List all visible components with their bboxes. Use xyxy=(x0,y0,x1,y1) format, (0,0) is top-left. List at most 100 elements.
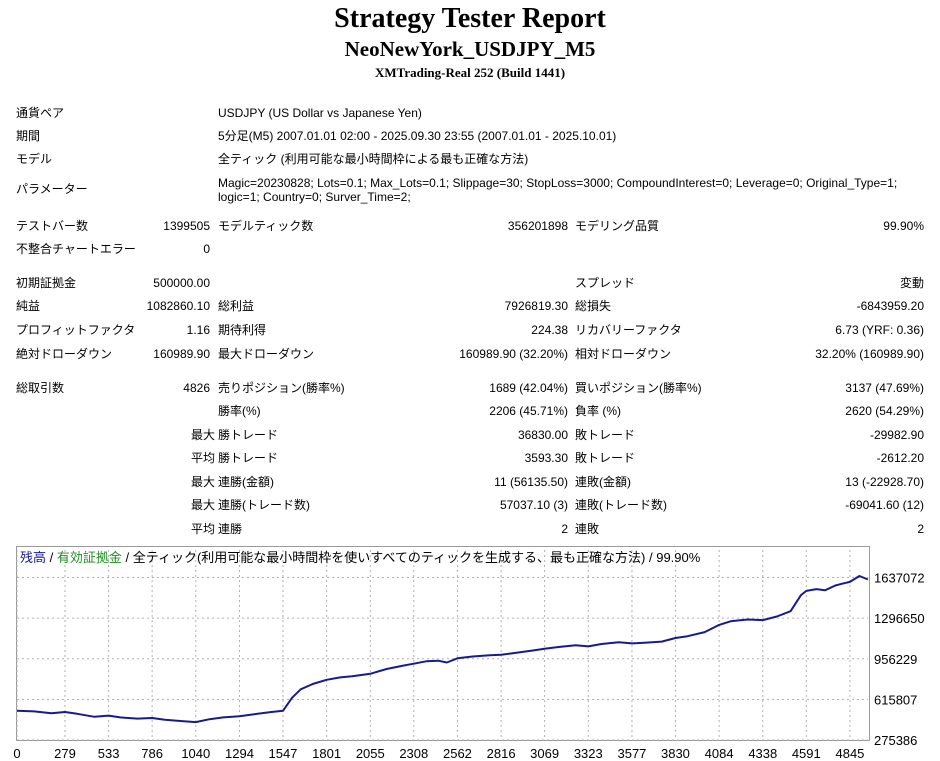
stats-row-mismatch: 不整合チャートエラー 0 xyxy=(0,240,940,258)
stats-row-deposit: 初期証拠金 500000.00 スプレッド 変動 xyxy=(0,274,940,292)
max-cons-profit-value: 57037.10 (3) xyxy=(499,498,568,512)
server-info: XMTrading-Real 252 (Build 1441) xyxy=(374,65,566,80)
bars-value: 1399505 xyxy=(163,219,210,233)
stats-row-winrate: 勝率(%) 2206 (45.71%) 負率 (%) 2620 (54.29%) xyxy=(0,402,940,420)
stats-row-dd: 絶対ドローダウン 160989.90 最大ドローダウン 160989.90 (3… xyxy=(0,345,940,363)
x-tick-label: 2816 xyxy=(487,746,516,761)
stats-row-cons-amount: 最大 連勝(金額) 11 (56135.50) 連敗(金額) 13 (-2292… xyxy=(0,473,940,491)
chart-legend: 残高 / 有効証拠金 / 全ティック(利用可能な最小時間枠を使いすべてのティック… xyxy=(20,548,700,568)
info-row-model: モデル 全ティック (利用可能な最小時間枠による最も正確な方法) xyxy=(16,152,926,166)
prefix-avg: 平均 xyxy=(190,451,215,465)
ticks-value: 356201898 xyxy=(507,219,568,233)
y-tick-label: 275386 xyxy=(874,733,917,748)
x-tick-label: 533 xyxy=(98,746,120,761)
rel-dd-label: 相対ドローダウン xyxy=(575,347,672,361)
info-row-symbol: 通貨ペア USDJPY (US Dollar vs Japanese Yen) xyxy=(16,106,926,120)
max-cons-loss-label: 連敗(金額) xyxy=(575,475,631,489)
max-cons-win-value: 11 (56135.50) xyxy=(494,475,568,489)
stats-row-avg-cons: 平均 連勝 2 連敗 2 xyxy=(0,520,940,538)
x-tick-label: 4591 xyxy=(792,746,821,761)
avg-cons-win-value: 2 xyxy=(561,522,568,536)
recovery-label: リカバリーファクタ xyxy=(575,323,682,337)
lossrate-value: 2620 (54.29%) xyxy=(845,404,924,418)
pf-label: プロフィットファクタ xyxy=(16,323,136,337)
legend-separator: / xyxy=(46,550,57,565)
x-tick-label: 3069 xyxy=(530,746,559,761)
prefix-max: 最大 xyxy=(190,428,215,442)
avg-cons-win-label: 連勝 xyxy=(218,522,243,536)
ticks-label: モデルティック数 xyxy=(218,219,314,233)
gross-loss-label: 総損失 xyxy=(575,299,612,313)
gross-profit-value: 7926819.30 xyxy=(504,299,568,313)
x-tick-label: 4338 xyxy=(748,746,777,761)
stats-row-average: 平均 勝トレード 3593.30 敗トレード -2612.20 xyxy=(0,449,940,467)
short-value: 1689 (42.04%) xyxy=(489,381,568,395)
x-tick-label: 279 xyxy=(54,746,76,761)
avg-loss-label: 敗トレード xyxy=(575,451,636,465)
x-tick-label: 4084 xyxy=(705,746,734,761)
max-cons-loss-value: 13 (-22928.70) xyxy=(845,475,924,489)
avg-loss-value: -2612.20 xyxy=(876,451,924,465)
y-tick-label: 1296650 xyxy=(874,611,925,626)
long-label: 買いポジション(勝率%) xyxy=(575,381,702,395)
prefix-max: 最大 xyxy=(190,475,215,489)
legend-balance: 残高 xyxy=(20,550,47,565)
stats-row-pf: プロフィットファクタ 1.16 期待利得 224.38 リカバリーファクタ 6.… xyxy=(0,321,940,339)
x-tick-label: 2308 xyxy=(399,746,428,761)
model-value: 全ティック (利用可能な最小時間枠による最も正確な方法) xyxy=(218,152,529,166)
spread-value: 変動 xyxy=(899,276,924,290)
params-value: Magic=20230828; Lots=0.1; Max_Lots=0.1; … xyxy=(218,176,898,204)
recovery-value: 6.73 (YRF: 0.36) xyxy=(835,323,924,337)
x-tick-label: 1547 xyxy=(268,746,297,761)
y-tick-label: 615807 xyxy=(874,692,917,707)
prefix-avg: 平均 xyxy=(190,522,215,536)
x-tick-label: 0 xyxy=(13,746,20,761)
deposit-value: 500000.00 xyxy=(153,276,210,290)
avg-win-value: 3593.30 xyxy=(524,451,568,465)
balance-chart-frame xyxy=(16,546,870,741)
largest-loss-value: -29982.90 xyxy=(869,428,924,442)
info-row-period: 期間 5分足(M5) 2007.01.01 02:00 - 2025.09.30… xyxy=(16,129,926,143)
max-dd-label: 最大ドローダウン xyxy=(218,347,315,361)
net-value: 1082860.10 xyxy=(146,299,210,313)
symbol-value: USDJPY (US Dollar vs Japanese Yen) xyxy=(218,106,422,120)
stats-row-largest: 最大 勝トレード 36830.00 敗トレード -29982.90 xyxy=(0,426,940,444)
x-tick-label: 1040 xyxy=(181,746,210,761)
trades-label: 総取引数 xyxy=(16,381,65,395)
balance-series-line xyxy=(16,575,869,724)
abs-dd-label: 絶対ドローダウン xyxy=(16,347,113,361)
pf-value: 1.16 xyxy=(186,323,210,337)
avg-win-label: 勝トレード xyxy=(218,451,279,465)
trades-value: 4826 xyxy=(183,381,210,395)
max-cons-lossamt-label: 連敗(トレード数) xyxy=(575,498,667,512)
prefix-max: 最大 xyxy=(190,498,215,512)
y-tick-label: 1637072 xyxy=(874,571,925,586)
model-label: モデル xyxy=(16,152,53,166)
max-cons-win-label: 連勝(金額) xyxy=(218,475,274,489)
period-label: 期間 xyxy=(16,129,41,143)
largest-win-value: 36830.00 xyxy=(517,428,568,442)
stats-row-trades: 総取引数 4826 売りポジション(勝率%) 1689 (42.04%) 買いポ… xyxy=(0,379,940,397)
quality-value: 99.90% xyxy=(883,219,924,233)
max-cons-lossamt-value: -69041.60 (12) xyxy=(845,498,924,512)
x-tick-label: 1294 xyxy=(225,746,254,761)
stats-row-cons-count: 最大 連勝(トレード数) 57037.10 (3) 連敗(トレード数) -690… xyxy=(0,496,940,514)
rel-dd-value: 32.20% (160989.90) xyxy=(815,347,924,361)
quality-label: モデリング品質 xyxy=(575,219,660,233)
max-cons-profit-label: 連勝(トレード数) xyxy=(218,498,310,512)
avg-cons-loss-label: 連敗 xyxy=(575,522,600,536)
bars-label: テストバー数 xyxy=(16,219,89,233)
x-tick-label: 786 xyxy=(141,746,163,761)
gross-profit-label: 総利益 xyxy=(218,299,255,313)
abs-dd-value: 160989.90 xyxy=(153,347,210,361)
expected-value: 224.38 xyxy=(531,323,568,337)
legend-model-text: 全ティック(利用可能な最小時間枠を使いすべてのティックを生成する、最も正確な方法… xyxy=(132,550,701,565)
x-tick-label: 2562 xyxy=(443,746,472,761)
largest-loss-label: 敗トレード xyxy=(575,428,636,442)
ea-name: NeoNewYork_USDJPY_M5 xyxy=(344,37,596,61)
mismatch-label: 不整合チャートエラー xyxy=(16,242,136,256)
x-tick-label: 3830 xyxy=(661,746,690,761)
report-title: Strategy Tester Report xyxy=(334,3,606,34)
largest-win-label: 勝トレード xyxy=(218,428,279,442)
